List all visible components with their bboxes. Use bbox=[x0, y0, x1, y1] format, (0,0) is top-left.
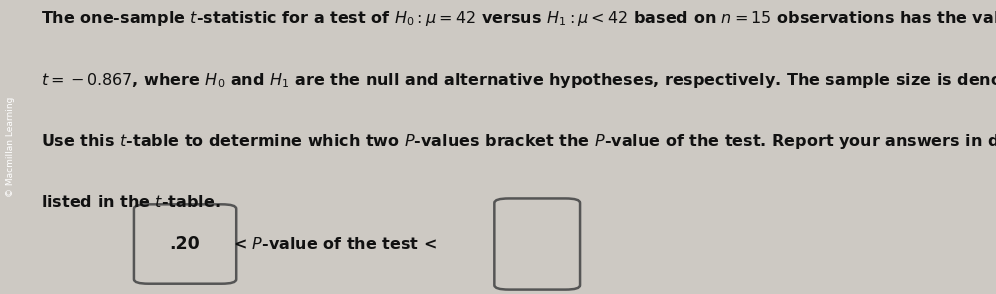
Text: Use this $t$-table to determine which two $P$-values bracket the $P$-value of th: Use this $t$-table to determine which tw… bbox=[42, 132, 996, 151]
Text: © Macmillan Learning: © Macmillan Learning bbox=[6, 97, 16, 197]
Text: < $P$-value of the test <: < $P$-value of the test < bbox=[233, 236, 437, 252]
FancyBboxPatch shape bbox=[494, 198, 580, 290]
Text: $t = -0.867$, where $H_0$ and $H_1$ are the null and alternative hypotheses, res: $t = -0.867$, where $H_0$ and $H_1$ are … bbox=[42, 71, 996, 90]
Text: The one-sample $t$-statistic for a test of $H_0 : \mu = 42$ versus $H_1 : \mu < : The one-sample $t$-statistic for a test … bbox=[42, 9, 996, 28]
Text: .20: .20 bbox=[169, 235, 200, 253]
Text: listed in the $t$-table.: listed in the $t$-table. bbox=[42, 194, 221, 210]
FancyBboxPatch shape bbox=[133, 204, 236, 284]
